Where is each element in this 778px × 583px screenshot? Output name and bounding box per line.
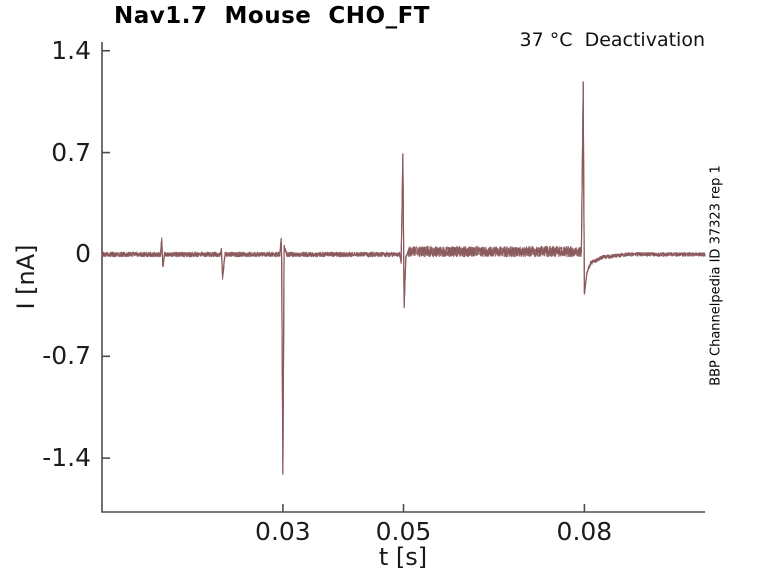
y-tick-label: -1.4 bbox=[42, 443, 91, 473]
current-trace-sweep-3 bbox=[101, 81, 706, 475]
y-tick-label: -0.7 bbox=[42, 341, 91, 371]
x-axis-label: t [s] bbox=[378, 543, 428, 571]
x-tick-label: 0.05 bbox=[375, 517, 432, 546]
y-tick-label: 1.4 bbox=[51, 35, 91, 65]
chart-title: Nav1.7 Mouse CHO_FT bbox=[114, 3, 430, 29]
temperature-protocol-annotation: 37 °C Deactivation bbox=[519, 29, 705, 51]
axis-line bbox=[101, 42, 705, 513]
y-tick-label: 0.7 bbox=[51, 137, 91, 167]
y-tick-label: 0 bbox=[75, 239, 91, 269]
x-tick-label: 0.08 bbox=[556, 517, 613, 546]
x-tick-label: 0.03 bbox=[255, 517, 311, 546]
